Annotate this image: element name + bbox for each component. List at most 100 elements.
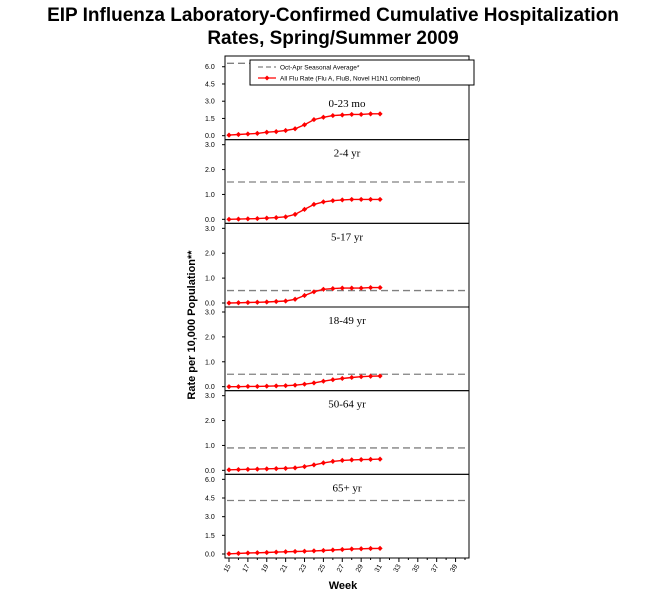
x-tick-label: 33	[393, 563, 403, 573]
data-point	[311, 116, 317, 123]
data-point	[245, 550, 251, 556]
data-point	[245, 299, 251, 306]
data-point	[254, 215, 260, 222]
data-point	[292, 126, 298, 132]
data-point	[301, 206, 308, 212]
y-tick-label: 6.0	[205, 477, 215, 484]
x-tick-label: 27	[336, 563, 346, 573]
data-point	[264, 129, 270, 135]
y-tick-label: 0.0	[205, 384, 215, 391]
y-axis-title: Rate per 10,000 Population**	[186, 250, 198, 400]
x-tick-label: 39	[449, 563, 459, 573]
data-point	[330, 198, 336, 204]
data-point	[311, 201, 317, 207]
panels-group: 0.0 1.5 3.0 4.5 6.0 0-23 mo 0.0 1.0 2.0 3.0 2-4 yr…	[205, 55, 470, 574]
data-point	[339, 546, 345, 553]
y-tick-label: 3.0	[205, 310, 215, 317]
data-point	[264, 466, 270, 472]
y-tick-label: 0.0	[205, 217, 215, 224]
data-point	[292, 465, 298, 471]
data-point	[226, 132, 232, 138]
data-point	[311, 380, 317, 386]
data-point	[283, 298, 289, 304]
data-point	[245, 131, 251, 137]
data-point	[283, 214, 289, 220]
data-point	[320, 286, 326, 292]
data-point	[339, 285, 345, 291]
data-point	[283, 549, 289, 555]
data-point	[368, 456, 374, 462]
y-tick-label: 3.0	[205, 393, 215, 400]
y-tick-label: 2.0	[205, 334, 215, 341]
y-tick-label: 1.0	[205, 359, 215, 366]
x-tick-label: 19	[261, 563, 271, 573]
y-tick-label: 0.0	[205, 552, 215, 559]
data-point	[349, 111, 355, 118]
data-point	[283, 127, 289, 134]
y-tick-label: 3.0	[205, 226, 215, 233]
data-point	[283, 465, 289, 471]
data-point	[273, 298, 279, 305]
y-tick-label: 1.5	[205, 116, 215, 123]
y-tick-label: 0.0	[205, 301, 215, 308]
data-point	[292, 211, 298, 217]
panel-label: 2-4 yr	[334, 148, 361, 160]
data-point	[254, 383, 260, 390]
chart-title-line2: Rates, Spring/Summer 2009	[207, 28, 459, 49]
data-point	[301, 548, 308, 554]
panel-label: 65+ yr	[332, 482, 361, 494]
data-point	[320, 199, 326, 205]
chart-title: EIP Influenza Laboratory-Confirmed Cumul…	[0, 4, 666, 50]
legend-baseline-label: Oct-Apr Seasonal Average*	[280, 65, 360, 72]
y-tick-label: 0.0	[205, 468, 215, 475]
data-point	[311, 548, 317, 554]
data-point	[311, 462, 317, 468]
y-tick-label: 2.0	[205, 251, 215, 258]
data-point	[245, 216, 251, 222]
y-tick-label: 1.0	[205, 276, 215, 283]
data-point	[264, 215, 270, 221]
data-point	[273, 383, 279, 389]
data-point	[349, 457, 355, 463]
data-point	[377, 545, 383, 551]
panel-label: 50-64 yr	[328, 399, 366, 411]
x-tick-label: 21	[279, 563, 289, 573]
legend-box	[249, 59, 475, 86]
y-tick-label: 1.0	[205, 443, 215, 450]
y-tick-label: 1.5	[205, 533, 215, 540]
data-point	[377, 456, 383, 462]
data-point	[301, 122, 308, 128]
data-point	[358, 285, 364, 291]
y-tick-label: 4.5	[205, 496, 215, 503]
data-point	[273, 549, 279, 555]
y-tick-label: 1.0	[205, 192, 215, 199]
data-point	[368, 196, 374, 203]
data-point	[245, 466, 251, 472]
data-point	[320, 547, 326, 554]
x-tick-label: 17	[242, 563, 252, 573]
data-point	[320, 460, 326, 466]
data-point	[245, 383, 251, 390]
data-point	[368, 545, 374, 552]
data-point	[339, 457, 345, 463]
data-point	[349, 196, 355, 203]
x-tick-label: 23	[298, 563, 308, 573]
data-point	[273, 465, 279, 472]
data-point	[377, 373, 383, 379]
data-point	[235, 550, 242, 556]
data-point	[301, 292, 308, 299]
y-tick-label: 0.0	[205, 133, 215, 140]
data-point	[301, 464, 308, 470]
data-point	[368, 373, 374, 379]
data-point	[377, 196, 383, 203]
y-tick-label: 3.0	[205, 514, 215, 521]
y-tick-label: 4.5	[205, 81, 215, 88]
data-point	[292, 548, 298, 555]
x-tick-label: 37	[430, 563, 440, 573]
data-point	[349, 285, 355, 291]
data-point	[320, 378, 326, 384]
data-point	[264, 299, 270, 305]
data-point	[368, 284, 374, 291]
data-point	[235, 300, 242, 306]
data-point	[377, 111, 383, 117]
